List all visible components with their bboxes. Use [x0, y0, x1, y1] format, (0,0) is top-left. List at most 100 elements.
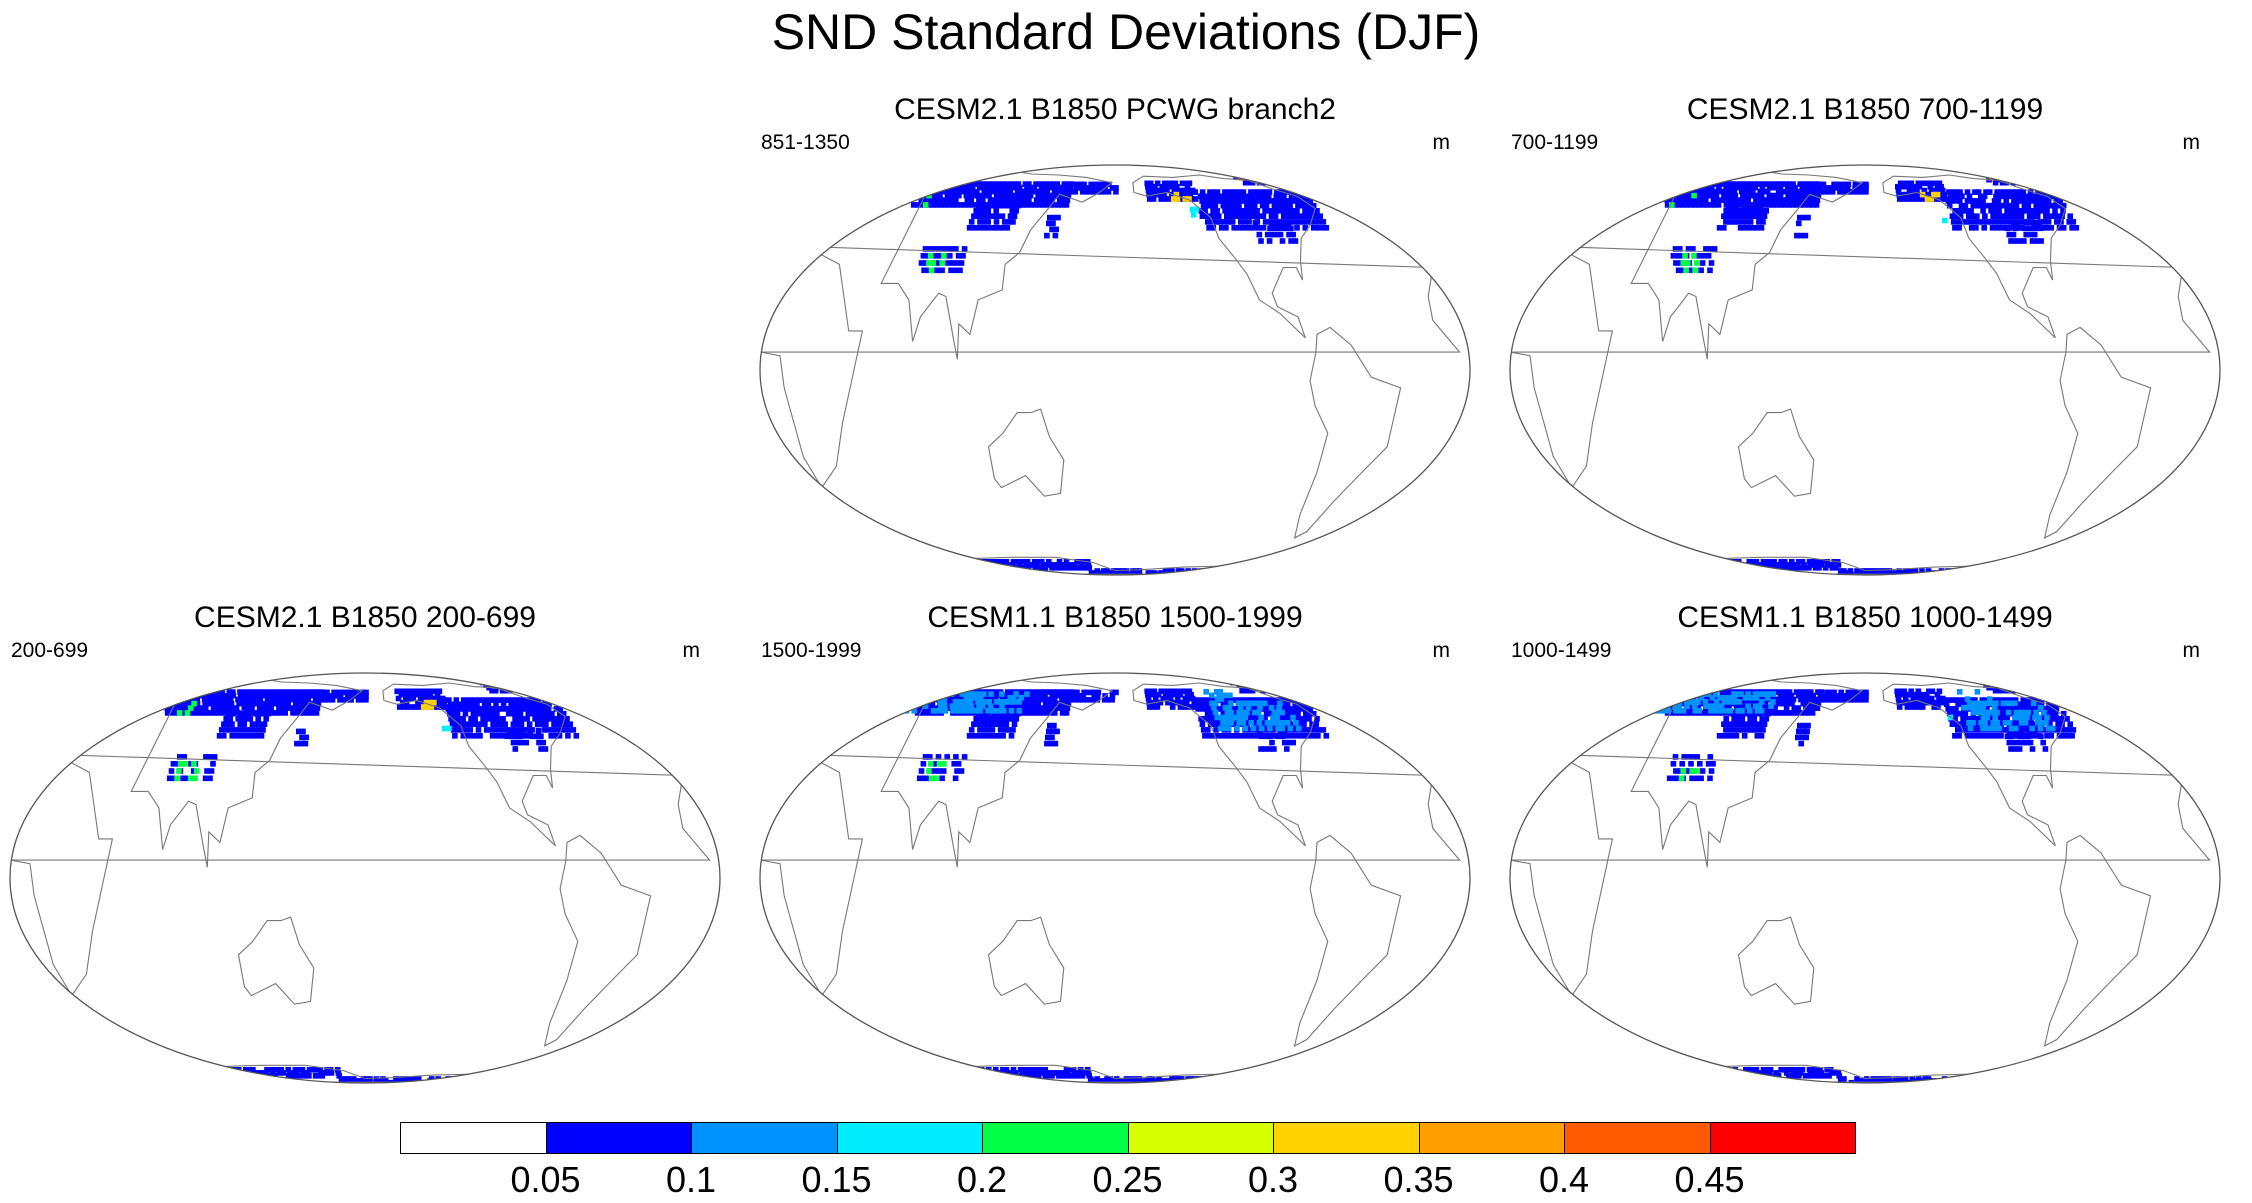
- snow-cell: [1042, 700, 1049, 707]
- snow-cell: [936, 761, 943, 767]
- snow-cell: [518, 676, 525, 683]
- snow-cell: [1210, 208, 1216, 214]
- snow-cell: [1248, 720, 1255, 726]
- snow-cell: [1730, 197, 1736, 203]
- snow-cell: [875, 696, 882, 702]
- snow-cell: [137, 685, 144, 692]
- snow-cell: [902, 692, 908, 699]
- snow-cell: [897, 559, 904, 565]
- snow-cell: [1745, 202, 1751, 209]
- snow-cell: [1863, 693, 1869, 699]
- snow-cell: [1047, 722, 1053, 729]
- snow-cell: [1161, 191, 1167, 198]
- snow-cell: [1698, 192, 1705, 199]
- snow-cell: [1296, 701, 1302, 708]
- snow-cell: [1814, 184, 1820, 191]
- snow-cell: [2047, 568, 2053, 574]
- snow-cell: [315, 700, 322, 707]
- snow-cell: [359, 697, 365, 703]
- snow-cell: [417, 695, 424, 702]
- snow-field: [543, 1061, 562, 1074]
- snow-cell: [1999, 171, 2006, 178]
- snow-cell: [480, 716, 486, 722]
- snow-cell: [1692, 267, 1698, 274]
- snow-cell: [1015, 202, 1021, 209]
- snow-cell: [1235, 225, 1242, 231]
- snow-cell: [290, 696, 297, 703]
- snow-cell: [1056, 559, 1063, 565]
- snow-cell: [1708, 565, 1714, 571]
- snow-cell: [194, 700, 201, 707]
- snow-cell: [548, 1078, 554, 1083]
- snow-cell: [535, 697, 541, 703]
- snow-cell: [2004, 733, 2011, 740]
- snow-cell: [310, 1067, 316, 1073]
- snow-cell: [2019, 727, 2025, 734]
- snow-cell: [1805, 696, 1812, 703]
- snow-cell: [176, 692, 182, 699]
- snow-cell: [958, 708, 964, 714]
- snow-cell: [296, 728, 302, 735]
- snow-cell: [1849, 689, 1855, 696]
- snow-cell: [1276, 1078, 1282, 1083]
- snow-cell: [120, 685, 126, 692]
- snow-cell: [539, 721, 545, 727]
- snow-cell: [238, 1073, 245, 1079]
- snow-cell: [1745, 721, 1752, 727]
- snow-cell: [1007, 695, 1013, 701]
- snow-cell: [1242, 687, 1249, 694]
- snow-cell: [112, 692, 118, 699]
- snow-cell: [235, 1073, 241, 1079]
- snow-cell: [2027, 219, 2033, 226]
- snow-cell: [1988, 170, 1994, 176]
- snow-cell: [1656, 562, 1662, 568]
- snow-cell: [219, 692, 226, 699]
- snow-cell: [1247, 700, 1253, 707]
- snow-cell: [449, 706, 455, 712]
- snow-cell: [942, 708, 949, 714]
- snow-cell: [1281, 219, 1288, 226]
- snow-cell: [1021, 1067, 1027, 1073]
- snow-cell: [219, 710, 226, 716]
- snow-cell: [468, 697, 474, 703]
- snow-cell: [1741, 710, 1748, 717]
- snow-cell: [1245, 172, 1251, 179]
- snow-cell: [1677, 768, 1684, 774]
- snow-cell: [1202, 1078, 1208, 1083]
- snow-cell: [892, 703, 898, 709]
- snow-field: [1044, 214, 1061, 239]
- snow-cell: [1728, 192, 1735, 199]
- snow-cell: [911, 177, 918, 184]
- snow-cell: [1705, 253, 1712, 259]
- snow-cell: [931, 565, 937, 571]
- snow-cell: [1000, 225, 1006, 231]
- snow-cell: [1284, 706, 1290, 712]
- snow-cell: [1902, 568, 1909, 574]
- snow-cell: [494, 676, 501, 683]
- snow-cell: [1226, 714, 1233, 721]
- snow-cell: [157, 1073, 164, 1079]
- map-content: [760, 673, 1461, 1083]
- snow-cell: [198, 1073, 204, 1079]
- snow-cell: [510, 678, 517, 684]
- snow-cell: [889, 689, 895, 695]
- snow-cell: [525, 683, 532, 689]
- snow-cell: [2009, 171, 2015, 178]
- snow-cell: [921, 267, 927, 274]
- snow-cell: [922, 696, 928, 703]
- snow-cell: [191, 700, 197, 707]
- snow-field: [1975, 167, 2038, 181]
- snow-cell: [1245, 704, 1252, 711]
- snow-cell: [436, 688, 443, 695]
- snow-cell: [857, 696, 863, 702]
- snow-cell: [1857, 568, 1863, 574]
- snow-cell: [1214, 689, 1220, 695]
- snow-cell: [921, 565, 927, 571]
- snow-field: [1290, 688, 1337, 701]
- snow-cell: [1731, 188, 1738, 195]
- snow-cell: [2025, 172, 2031, 179]
- snow-cell: [1288, 193, 1295, 200]
- snow-cell: [2040, 739, 2046, 746]
- snow-cell: [1735, 565, 1741, 571]
- snow-cell: [1997, 168, 2003, 175]
